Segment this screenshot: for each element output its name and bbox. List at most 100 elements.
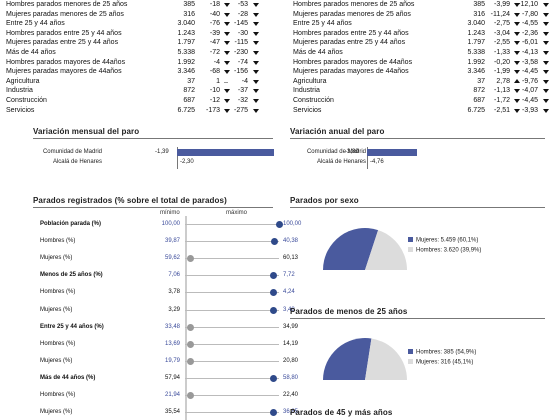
value-v1: 687 — [183, 96, 195, 104]
max-value: 58,80 — [283, 374, 299, 381]
value-v1: 6.725 — [177, 106, 195, 114]
row-label: Industria — [6, 87, 33, 95]
value-v1: 1.243 — [467, 29, 485, 37]
row-label: Más de 44 años (%) — [40, 374, 96, 381]
row-label: Más de 44 años — [293, 48, 343, 56]
value-v1: 5.338 — [177, 48, 195, 56]
parados-row: Hombres (%) 3,78 4,24 — [40, 287, 295, 299]
pie-menores25 — [323, 338, 407, 380]
table-row: Construcción 687 -1,72 -4,45 — [293, 96, 553, 106]
min-value: 7,06 — [168, 272, 180, 279]
value-v2: -3,99 — [494, 1, 510, 8]
row-label: Mujeres paradas mayores de 44años — [293, 68, 409, 76]
arrow-down-icon — [543, 22, 549, 27]
parados-row: Más de 44 años (%) 57,94 58,80 — [40, 373, 298, 385]
pie-slice-mujeres — [323, 228, 379, 270]
value-v2: -39 — [209, 29, 220, 37]
row-label: Más de 44 años — [6, 48, 56, 56]
parados-row: Entre 25 y 44 años (%) 33,48 34,99 — [40, 322, 298, 334]
table-row: Entre 25 y 44 años 3.040 -2,75 -4,55 — [293, 19, 553, 29]
value-v3: -2,36 — [522, 29, 538, 37]
arrow-down-icon — [543, 12, 549, 17]
value-v3: -275 — [233, 106, 248, 114]
value-v3: -4 — [241, 77, 248, 85]
value-v1: 385 — [183, 1, 195, 8]
row-label: Hombres (%) — [40, 340, 76, 347]
bar-label: Alcalá de Henares — [316, 159, 366, 165]
row-label: Servicios — [293, 106, 322, 114]
legend-sexo-2: Hombres: 3.620 (39,9%) — [408, 247, 481, 254]
max-value: 34,99 — [283, 323, 299, 330]
parados-row: Hombres (%) 13,69 14,19 — [40, 339, 298, 351]
table-row: Mujeres paradas menores de 25 años 316 -11… — [293, 10, 553, 20]
parados-row: Menos de 25 años (%) 7,06 7,72 — [40, 270, 295, 282]
row-label: Mujeres paradas menores de 25 años — [6, 10, 124, 18]
range-marker — [186, 392, 194, 399]
row-label: Hombres parados menores de 25 años — [6, 1, 128, 8]
value-v1: 3.346 — [467, 68, 485, 76]
arrow-down-icon — [224, 41, 230, 46]
value-v3: -74 — [237, 58, 248, 66]
value-v2: -40 — [209, 10, 220, 18]
arrow-down-icon — [224, 50, 230, 55]
range-marker — [270, 409, 278, 417]
row-label: Industria — [293, 87, 320, 95]
parados-row: Mujeres (%) 35,54 36,85 — [40, 407, 298, 419]
value-v1: 3.040 — [177, 20, 195, 28]
row-label: Agricultura — [6, 77, 40, 85]
arrow-down-icon — [514, 108, 520, 113]
value-v2: -10 — [209, 87, 220, 95]
max-value: 4,24 — [283, 289, 295, 296]
value-v3: -4,45 — [522, 96, 538, 104]
value-v3: -4,55 — [522, 20, 538, 28]
arrow-down-icon — [514, 12, 520, 17]
arrow-down-icon — [224, 98, 230, 103]
row-label: Mujeres paradas entre 25 y 44 años — [6, 39, 119, 47]
min-header: mínimo — [160, 210, 180, 216]
value-v1: 3.040 — [467, 20, 485, 28]
value-v2: -1,72 — [494, 96, 510, 104]
arrow-down-icon — [514, 41, 520, 46]
value-v1: 385 — [473, 1, 485, 8]
parados-row: Hombres (%) 21,94 22,40 — [40, 390, 298, 402]
pie-slice-mujeres — [365, 338, 407, 380]
arrow-down-icon — [543, 108, 549, 113]
section-title-menores25: Parados de menos de 25 años — [290, 307, 408, 316]
value-v3: -6,01 — [522, 39, 538, 47]
table-row: Hombres parados entre 25 y 44 años 1.243 -… — [293, 29, 553, 39]
value-v3: -3,93 — [522, 106, 538, 114]
arrow-down-icon — [253, 98, 259, 103]
bar-label: Comunidad de Madrid — [306, 149, 366, 155]
row-label: Hombres parados menores de 25 años — [293, 1, 415, 8]
min-value: 59,62 — [164, 255, 180, 262]
bar-value: -3,89 — [345, 149, 359, 155]
max-value: 7,72 — [283, 272, 295, 279]
value-v3: -156 — [233, 68, 248, 76]
arrow-down-icon — [543, 31, 549, 36]
max-value: 36,85 — [283, 409, 299, 416]
row-label: Mujeres (%) — [40, 306, 73, 313]
divider — [290, 138, 545, 139]
row-label: Hombres (%) — [40, 392, 76, 398]
range-track — [185, 395, 279, 396]
arrow-down-icon — [224, 70, 230, 75]
table-row: Más de 44 años 5.338 -1,33 -4,13 — [293, 48, 553, 58]
value-v2: -4 — [213, 58, 220, 66]
value-v1: 316 — [183, 10, 195, 18]
pie-slice-hombres — [365, 230, 407, 270]
arrow-down-icon — [224, 3, 230, 7]
row-label: Entre 25 y 44 años (%) — [40, 323, 104, 330]
arrow-down-icon — [543, 50, 549, 55]
legend-menores-2: Mujeres: 316 (45,1%) — [408, 359, 473, 366]
arrow-down-icon — [514, 31, 520, 36]
legend-sexo-1: Mujeres: 5.459 (60,1%) — [408, 237, 478, 244]
max-value: 14,19 — [283, 340, 299, 347]
center-guide — [185, 216, 187, 420]
arrow-down-icon — [224, 89, 230, 94]
arrow-down-icon — [224, 31, 230, 36]
arrow-down-icon — [224, 12, 230, 17]
table-row: Mujeres paradas entre 25 y 44 años 1.797 -… — [293, 38, 553, 48]
value-v1: 1.797 — [467, 39, 485, 47]
value-v2: -0,20 — [494, 58, 510, 66]
arrow-down-icon — [253, 31, 259, 36]
